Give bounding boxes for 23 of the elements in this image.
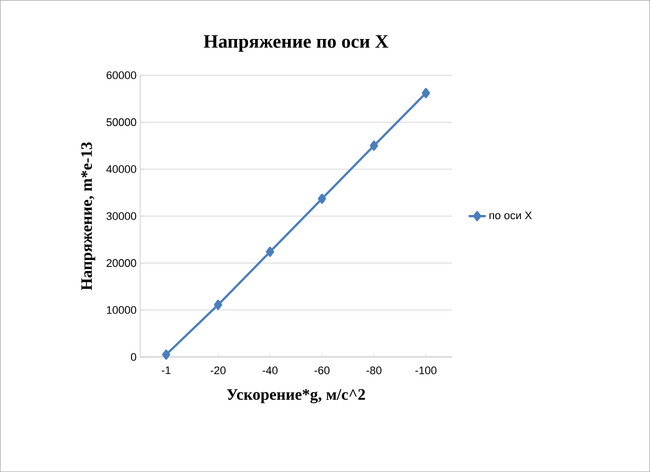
y-axis-title: Напряжение, m*e-13 [81, 142, 96, 290]
y-tick-label: 60000 [106, 71, 136, 80]
x-tick-label: -40 [262, 366, 278, 374]
y-tick-label: 40000 [106, 165, 136, 173]
y-tick-label: 10000 [106, 306, 136, 314]
y-tick-label: 30000 [106, 212, 136, 220]
y-tick-label: 50000 [106, 118, 136, 126]
chart-title: Напряжение по оси X [204, 35, 388, 52]
point [214, 300, 222, 310]
point [370, 140, 378, 151]
x-tick-label: -1 [162, 366, 170, 374]
x-tick-label: -100 [415, 366, 436, 374]
point [318, 194, 326, 204]
y-tick-label: 0 [130, 353, 136, 361]
x-axis-title: Ускорение*g, м/с^2 [226, 389, 365, 404]
point [266, 246, 274, 257]
legend-label: по оси X [490, 211, 532, 220]
point [422, 88, 430, 98]
point [162, 349, 170, 360]
x-tick-label: -20 [210, 366, 226, 374]
x-tick-label: -60 [314, 366, 330, 374]
x-tick-label: -80 [366, 366, 382, 374]
y-tick-label: 20000 [106, 259, 136, 267]
